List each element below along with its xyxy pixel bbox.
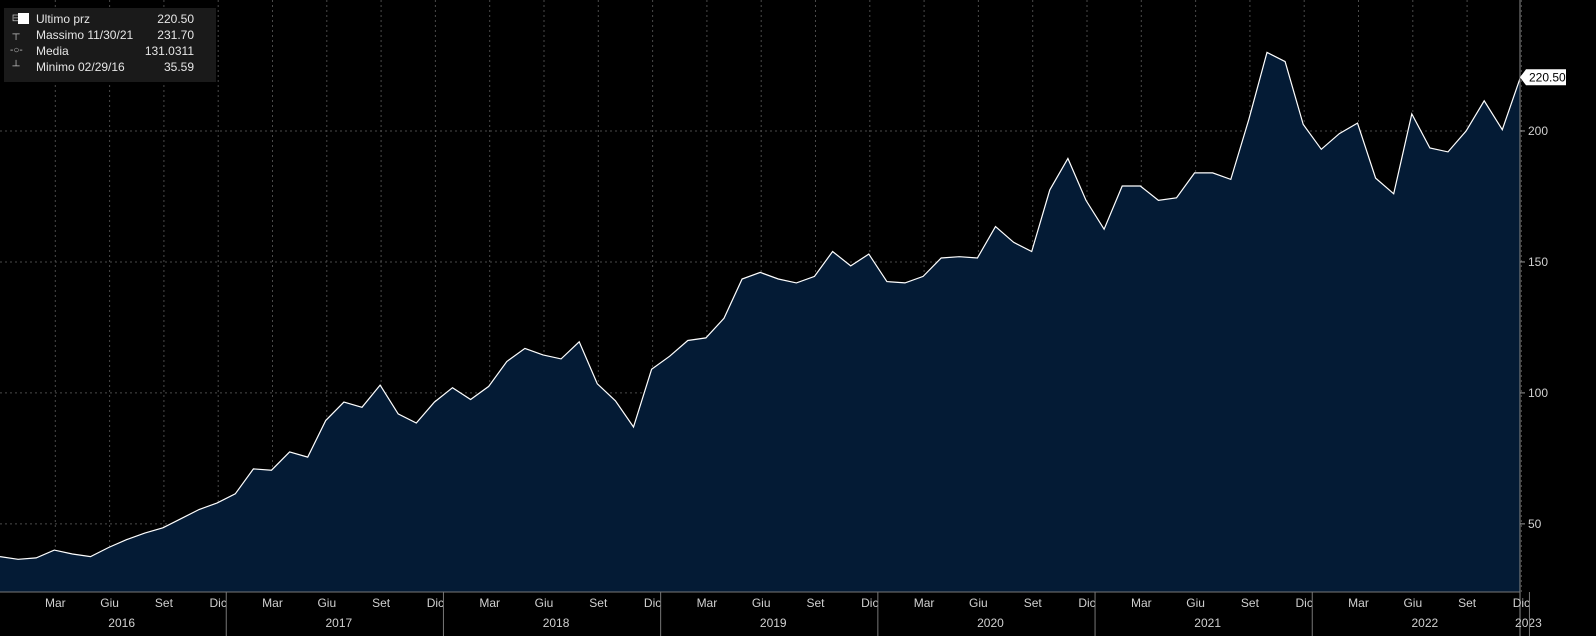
x-tick-label: Dic <box>1513 596 1530 610</box>
x-year-label: 2019 <box>760 616 787 630</box>
x-tick-label: Dic <box>427 596 444 610</box>
x-tick-label: Mar <box>1131 596 1152 610</box>
x-tick-label: Giu <box>1403 596 1422 610</box>
legend-value: 131.0311 <box>144 44 194 58</box>
legend-row-low: ┴ Minimo 02/29/16 35.59 <box>4 59 216 75</box>
x-tick-label: Mar <box>914 596 935 610</box>
x-tick-label: Mar <box>262 596 283 610</box>
x-tick-label: Dic <box>210 596 227 610</box>
x-year-label: 2018 <box>543 616 570 630</box>
x-tick-label: Set <box>155 596 174 610</box>
price-area-fill <box>0 52 1521 592</box>
y-tick-label: 200 <box>1528 124 1548 138</box>
y-tick-label: 100 <box>1528 386 1548 400</box>
x-year-label: 2023 <box>1515 616 1542 630</box>
x-tick-label: Giu <box>535 596 554 610</box>
x-tick-label: Giu <box>969 596 988 610</box>
max-marker-icon: ┬ <box>12 29 20 40</box>
x-tick-label: Set <box>589 596 608 610</box>
average-marker-icon: -○- <box>10 45 23 56</box>
last-price-tag-label: 220.50 <box>1529 70 1566 84</box>
legend-box: ⊟ Ultimo prz 220.50 ┬ Massimo 11/30/21 2… <box>4 8 216 82</box>
x-tick-label: Set <box>806 596 825 610</box>
x-year-label: 2022 <box>1411 616 1438 630</box>
x-axis: Mar Giu Set Dic Mar Giu Set Dic Mar Giu Set Dic Mar G… <box>0 591 1542 636</box>
x-tick-label: Giu <box>1186 596 1205 610</box>
x-year-label: 2020 <box>977 616 1004 630</box>
legend-label: Media <box>36 44 69 58</box>
chart-plot <box>0 51 1521 592</box>
legend-label: Massimo 11/30/21 <box>36 28 134 42</box>
legend-row-high: ┬ Massimo 11/30/21 231.70 <box>4 27 216 43</box>
x-year-label: 2021 <box>1194 616 1221 630</box>
white-square-icon <box>18 13 29 24</box>
x-tick-label: Giu <box>752 596 771 610</box>
legend-row-last-price: ⊟ Ultimo prz 220.50 <box>4 11 216 27</box>
x-tick-label: Set <box>372 596 391 610</box>
legend-row-average: -○- Media 131.0311 <box>4 43 216 59</box>
legend-label: Minimo 02/29/16 <box>36 60 125 74</box>
legend-value: 35.59 <box>163 60 194 74</box>
x-tick-label: Dic <box>1296 596 1313 610</box>
collapse-minus-icon[interactable]: ⊟ <box>11 13 21 24</box>
x-tick-label: Set <box>1241 596 1260 610</box>
x-tick-label: Giu <box>317 596 336 610</box>
x-tick-label: Mar <box>45 596 66 610</box>
x-tick-label: Mar <box>479 596 500 610</box>
legend-label: Ultimo prz <box>36 12 91 26</box>
x-tick-label: Mar <box>697 596 718 610</box>
y-axis: 50 100 150 200 220.50 <box>1519 0 1566 636</box>
price-line <box>0 51 1521 560</box>
y-tick-label: 50 <box>1528 517 1542 531</box>
legend-value: 220.50 <box>157 12 194 26</box>
x-tick-label: Giu <box>100 596 119 610</box>
x-tick-label: Set <box>1024 596 1043 610</box>
x-tick-label: Dic <box>861 596 878 610</box>
y-tick-label: 150 <box>1528 255 1548 269</box>
x-tick-label: Mar <box>1348 596 1369 610</box>
x-year-label: 2017 <box>325 616 352 630</box>
min-marker-icon: ┴ <box>12 61 20 72</box>
x-year-label: 2016 <box>108 616 135 630</box>
last-price-tag <box>1520 69 1566 86</box>
x-tick-label: Dic <box>1078 596 1095 610</box>
x-tick-label: Set <box>1458 596 1477 610</box>
legend-value: 231.70 <box>157 28 194 42</box>
x-tick-label: Dic <box>644 596 661 610</box>
